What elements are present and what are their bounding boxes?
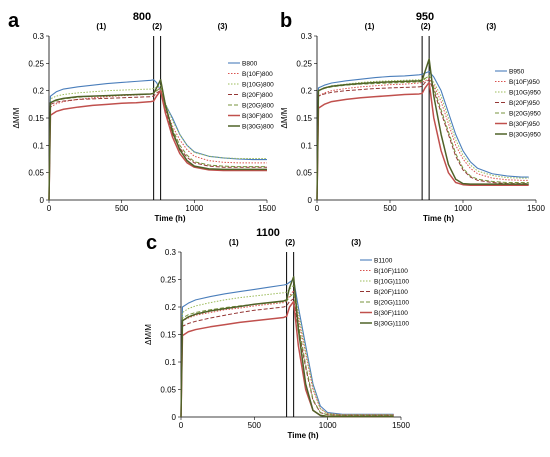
legend-label: B(30G)1100 [374,320,409,327]
x-tick-label: 0 [47,204,52,213]
y-tick-label: 0.3 [301,32,313,41]
legend-label: B(10G)950 [509,89,541,96]
legend-label: B800 [242,60,258,67]
x-tick-label: 1500 [392,421,410,430]
y-tick-label: 0.15 [296,114,312,123]
x-tick-label: 500 [383,204,397,213]
y-tick-label: 0.05 [296,169,312,178]
legend-label: B(10F)800 [242,71,273,78]
chart-panel-c: c 1100 0 0.05 0.1 0.15 0.2 0.25 0.3 0 500 1000 1500 T… [144,227,410,440]
legend-label: B950 [509,68,525,75]
series-line-B950 [316,70,529,201]
y-tick-label: 0.1 [33,141,45,150]
series-line-B(10F)1100 [180,290,394,418]
phase-label: (3) [218,22,228,31]
phase-label: (2) [421,22,431,31]
y-tick-label: 0 [40,196,45,205]
x-tick-label: 1500 [527,204,545,213]
y-tick-label: 0.25 [160,276,176,285]
phase-label: (3) [351,238,361,247]
chart-panel-a: a 800 0 0.05 0.1 0.15 0.2 0.25 0.3 0 500 1000 1500 Ti… [8,10,276,223]
y-axis-title: ΔM/M [280,107,289,128]
series-line-B(10F)950 [316,78,529,201]
legend-label: B1100 [374,257,393,264]
phase-label: (3) [486,22,496,31]
phase-label: (1) [365,22,375,31]
x-tick-label: 1500 [258,204,276,213]
x-tick-label: 1000 [319,421,337,430]
series-line-B(20F)950 [316,79,529,201]
x-tick-label: 500 [248,421,262,430]
x-tick-label: 0 [315,204,320,213]
y-tick-label: 0.2 [33,87,45,96]
x-axis-title: Time (h) [155,214,186,223]
series-line-B800 [48,79,267,201]
y-tick-label: 0.2 [301,87,313,96]
series-line-B(30G)1100 [180,276,394,418]
y-tick-label: 0.25 [28,59,44,68]
y-tick-label: 0.15 [28,114,44,123]
legend-label: B(20G)1100 [374,299,409,306]
legend-label: B(30G)800 [242,123,274,130]
series-line-B(20G)950 [316,74,529,201]
legend-label: B(20F)800 [242,92,273,99]
series-line-B(30G)950 [316,58,529,201]
y-tick-label: 0.05 [160,386,176,395]
y-tick-label: 0.1 [301,141,313,150]
chart-title: 1100 [256,227,280,239]
phase-label: (1) [229,238,239,247]
legend-label: B(30F)1100 [374,310,408,317]
chart-title: 800 [133,11,151,23]
legend-label: B(30F)950 [509,121,540,128]
legend-label: B(10G)800 [242,81,274,88]
panel-letter: c [146,232,157,254]
x-tick-label: 0 [179,421,184,430]
y-tick-label: 0.25 [296,59,312,68]
y-tick-label: 0 [172,413,177,422]
phase-label: (1) [96,22,106,31]
series-line-B(30G)800 [48,78,267,201]
chart-panel-b: b 950 0 0.05 0.1 0.15 0.2 0.25 0.3 0 500 1000 1500 Ti… [280,10,545,223]
series-line-B(30F)800 [48,89,267,201]
x-tick-label: 1000 [185,204,203,213]
legend-label: B(30F)800 [242,113,273,120]
series-line-B(20G)1100 [180,292,394,418]
y-axis-title: ΔM/M [12,107,21,128]
legend-label: B(20F)1100 [374,289,408,296]
phase-label: (2) [285,238,295,247]
legend-label: B(30G)950 [509,131,541,138]
legend-label: B(10F)950 [509,79,540,86]
series-line-B(10G)800 [48,84,267,201]
phase-label: (2) [152,22,162,31]
x-tick-label: 500 [115,204,129,213]
y-tick-label: 0.1 [165,358,177,367]
series-line-B(20F)1100 [180,298,394,418]
y-tick-label: 0.2 [165,303,177,312]
y-tick-label: 0.3 [165,248,177,257]
x-axis-title: Time (h) [288,431,319,440]
chart-title: 950 [416,11,434,23]
x-axis-title: Time (h) [423,214,454,223]
legend-label: B(20G)800 [242,102,274,109]
series-line-B(30F)950 [316,81,529,201]
legend-label: B(20G)950 [509,110,541,117]
x-tick-label: 1000 [454,204,472,213]
panel-letter: b [280,10,292,32]
y-tick-label: 0 [308,196,313,205]
panel-letter: a [8,10,20,32]
y-tick-label: 0.15 [160,331,176,340]
legend: B1100 B(10F)1100 B(10G)1100 B(20F)1100 B(20G… [360,257,409,327]
legend: B800 B(10F)800 B(10G)800 B(20F)800 B(20G)800… [228,60,274,130]
legend-label: B(10F)1100 [374,268,408,275]
series-line-B1100 [180,278,394,418]
y-tick-label: 0.05 [28,169,44,178]
legend-label: B(20F)950 [509,100,540,107]
legend: B950 B(10F)950 B(10G)950 B(20F)950 B(20G)950… [495,68,541,138]
y-tick-label: 0.3 [33,32,45,41]
series-line-B(30F)1100 [180,300,394,418]
legend-label: B(10G)1100 [374,278,409,285]
y-axis-title: ΔM/M [144,324,153,345]
